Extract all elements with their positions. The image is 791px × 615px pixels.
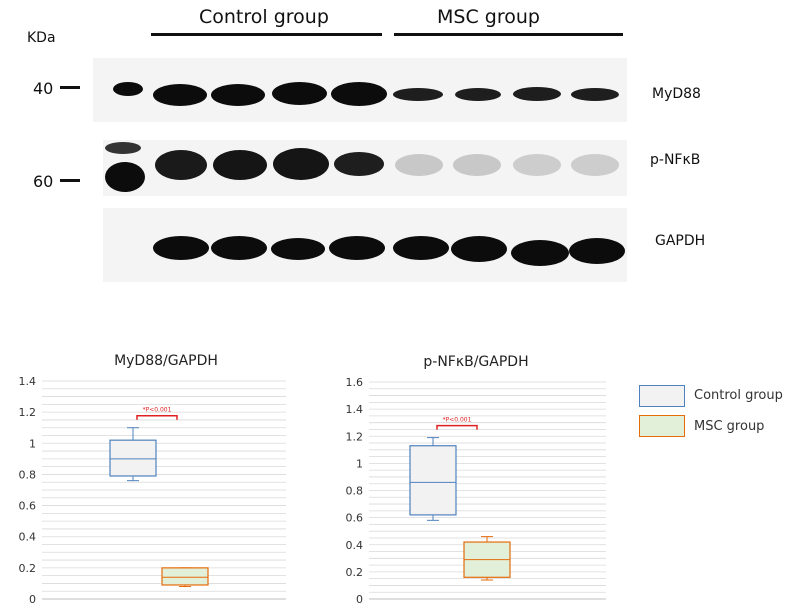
- control-group-bracket: [151, 33, 382, 36]
- blot-strip-gapdh: [103, 208, 627, 282]
- band-myd88-msc-3: [513, 87, 561, 101]
- band-gapdh-control-4: [329, 236, 385, 260]
- blot-strip-myd88: [93, 58, 627, 122]
- chart-title: MyD88/GAPDH: [114, 353, 218, 369]
- label-gapdh: GAPDH: [655, 233, 706, 249]
- band-pnfkb-control-3: [273, 148, 329, 180]
- marker-60-tick: [60, 179, 80, 182]
- band-gapdh-control-3: [271, 238, 325, 260]
- band-pnfkb-control-4: [334, 152, 384, 176]
- band-pnfkb-msc-4: [571, 154, 619, 176]
- legend-label-control: Control group: [694, 388, 783, 403]
- legend-swatch-control: [639, 385, 685, 407]
- marker-60-label: 60: [33, 172, 54, 191]
- band-gapdh-msc-2: [451, 236, 507, 262]
- y-tick-label: 0.6: [346, 512, 364, 525]
- band-pnfkb-msc-2: [453, 154, 501, 176]
- significance-label: *P<0.001: [443, 417, 472, 424]
- band-myd88-msc-4: [571, 88, 619, 101]
- y-tick-label: 1.4: [346, 403, 364, 416]
- legend-swatch-msc: [639, 415, 685, 437]
- marker-40-tick: [60, 86, 80, 89]
- band-myd88-msc-2: [455, 88, 501, 101]
- y-tick-label: 0: [29, 593, 36, 606]
- significance-label: *P<0.001: [143, 407, 172, 414]
- y-tick-label: 1.2: [19, 406, 37, 419]
- band-gapdh-control-2: [211, 236, 267, 260]
- chart-title: p-NFκB/GAPDH: [423, 354, 528, 370]
- chart-myd88: MyD88/GAPDH 0 0.2 0.4 0.6 0.8 1 1.2 1.4 *P<0.001: [19, 353, 286, 606]
- band-gapdh-control-1: [153, 236, 209, 260]
- y-tick-label: 0.8: [19, 468, 37, 481]
- y-tick-label: 1: [356, 457, 363, 470]
- kda-label: KDa: [27, 30, 56, 46]
- chart-pnfkb: p-NFκB/GAPDH 0 0.2 0.4 0.6 0.8 1 1.2 1.4 1.6 *P<0.…: [346, 354, 606, 606]
- band-myd88-control-2: [211, 84, 265, 106]
- y-tick-label: 1.2: [346, 430, 364, 443]
- y-tick-label: 0.8: [346, 485, 364, 498]
- y-tick-label: 0: [356, 593, 363, 606]
- msc-group-bracket: [394, 33, 623, 36]
- band-pnfkb-control-1: [155, 150, 207, 180]
- band-gapdh-msc-3: [511, 240, 569, 266]
- band-gapdh-msc-1: [393, 236, 449, 260]
- y-tick-label: 1.4: [19, 375, 37, 388]
- band-myd88-control-4: [331, 82, 387, 106]
- band-myd88-control-3: [272, 82, 327, 105]
- blot-strip-pnfkb: [103, 140, 627, 196]
- band-pnfkb-msc-3: [513, 154, 561, 176]
- y-tick-label: 0.4: [346, 539, 364, 552]
- significance-bracket: [136, 414, 178, 420]
- marker-40-label: 40: [33, 79, 54, 98]
- y-tick-label: 0.4: [19, 531, 37, 544]
- boxplot-canvas: MyD88/GAPDH00.20.40.60.811.21.4*P<0.001 …: [19, 353, 606, 606]
- band-pnfkb-control-2: [213, 150, 267, 180]
- y-tick-label: 0.2: [346, 566, 364, 579]
- band-pnfkb-msc-1: [395, 154, 443, 176]
- ladder-band: [105, 142, 141, 154]
- box-control: [109, 439, 157, 477]
- y-tick-label: 1.6: [346, 376, 364, 389]
- box-control: [409, 445, 457, 516]
- y-tick-label: 0.2: [19, 562, 37, 575]
- band-myd88-msc-1: [393, 88, 443, 101]
- y-tick-label: 0.6: [19, 500, 37, 513]
- band-gapdh-msc-4: [569, 238, 625, 264]
- control-group-header: Control group: [199, 6, 329, 28]
- label-pnfkb: p-NFκB: [650, 152, 701, 168]
- box-msc: [161, 567, 209, 586]
- ladder-band: [105, 162, 145, 192]
- band-myd88-control-1: [153, 84, 207, 106]
- y-tick-label: 1: [29, 437, 36, 450]
- legend-label-msc: MSC group: [694, 419, 765, 434]
- significance-bracket: [436, 424, 478, 430]
- ladder-band: [113, 82, 143, 96]
- msc-group-header: MSC group: [437, 6, 540, 28]
- label-myd88: MyD88: [652, 86, 701, 102]
